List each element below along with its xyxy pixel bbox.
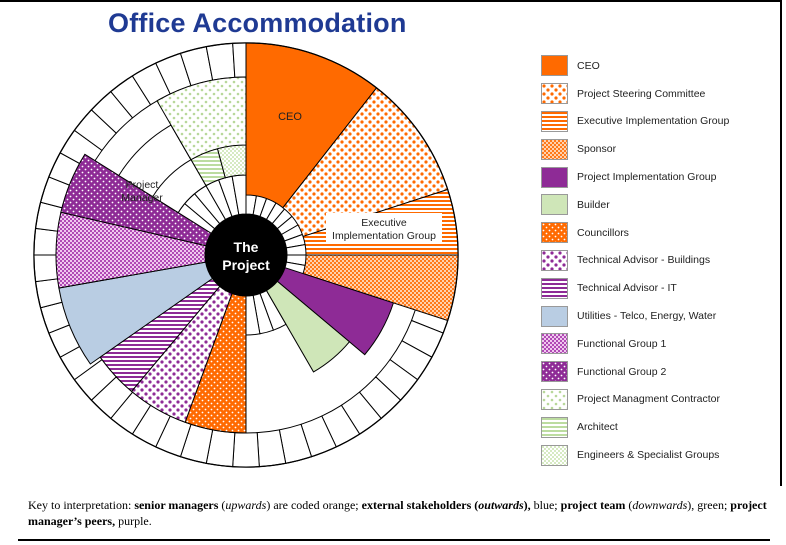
project-management-contractor-office	[156, 76, 247, 161]
legend-item: Functional Group 1	[541, 330, 751, 358]
legend-swatch	[541, 361, 568, 383]
outer-office-cell	[232, 432, 260, 468]
project-manager-inner-office	[152, 159, 207, 214]
legend-label: Project Managment Contractor	[577, 393, 720, 406]
legend-swatch	[541, 83, 568, 105]
center-label-line-2: Project	[222, 257, 270, 273]
legend-label: Utilities - Telco, Energy, Water	[577, 310, 717, 323]
key-senior-managers: senior managers	[134, 498, 219, 512]
legend-label: Executive Implementation Group	[577, 115, 730, 128]
legend-label: Engineers & Specialist Groups	[577, 449, 720, 462]
legend-swatch	[541, 416, 568, 438]
legend-item: Functional Group 2	[541, 358, 751, 386]
center-label-line-1: The	[234, 239, 259, 255]
legend-item: Executive Implementation Group	[541, 108, 751, 136]
legend-item: Engineers & Specialist Groups	[541, 441, 751, 469]
legend-label: Builder	[577, 198, 610, 211]
legend-label: Functional Group 1	[577, 337, 667, 350]
key-coded-orange: are coded orange;	[270, 498, 362, 512]
page-title: Office Accommodation	[108, 8, 407, 38]
legend-item: Builder	[541, 191, 751, 219]
legend-item: Architect	[541, 413, 751, 441]
legend-swatch	[541, 222, 568, 244]
legend-swatch	[541, 388, 568, 410]
legend-label: Project Implementation Group	[577, 171, 717, 184]
center-circle: The Project	[205, 214, 287, 296]
executive-segment-label: Executive Implementation Group	[326, 213, 442, 243]
accommodation-wheel	[33, 42, 459, 468]
legend-item: Project Steering Committee	[541, 80, 751, 108]
legend-label: Architect	[577, 421, 618, 434]
legend-swatch	[541, 110, 568, 132]
ceo-segment-label: CEO	[278, 111, 302, 123]
key-blue: blue;	[530, 498, 561, 512]
interpretation-key: Key to interpretation: senior managers (…	[28, 498, 767, 528]
project-manager-label-line-1: Project	[126, 179, 159, 191]
key-downwards: downwards	[632, 498, 688, 512]
key-green: green;	[694, 498, 731, 512]
legend-label: Project Steering Committee	[577, 87, 706, 100]
legend-label: Councillors	[577, 226, 629, 239]
legend-item: Project Implementation Group	[541, 163, 751, 191]
legend-label: Functional Group 2	[577, 365, 667, 378]
key-upwards: upwards	[225, 498, 267, 512]
legend-item: Technical Advisor - IT	[541, 274, 751, 302]
office-accommodation-diagram: The Project CEO Executive Implementation…	[33, 42, 459, 468]
legend-swatch	[541, 138, 568, 160]
legend-label: CEO	[577, 59, 600, 72]
legend-swatch	[541, 277, 568, 299]
executive-label-line-2: Implementation Group	[332, 230, 436, 242]
key-peers: project manager’s peers,	[28, 498, 767, 528]
legend-item: Project Managment Contractor	[541, 386, 751, 414]
legend-label: Sponsor	[577, 143, 617, 156]
legend-item: Technical Advisor - Buildings	[541, 247, 751, 275]
legend-swatch	[541, 444, 568, 466]
executive-label-line-1: Executive	[361, 217, 407, 229]
legend-swatch	[541, 249, 568, 271]
legend-label: Technical Advisor - IT	[577, 282, 677, 295]
legend-swatch	[541, 305, 568, 327]
legend-label: Technical Advisor - Buildings	[577, 254, 711, 267]
legend-swatch	[541, 166, 568, 188]
key-external-stakeholders: external stakeholders (outwards),	[361, 498, 531, 512]
project-manager-label-line-2: Manager	[121, 192, 163, 204]
legend-item: CEO	[541, 52, 751, 80]
key-purple: purple.	[115, 514, 152, 528]
legend-item: Sponsor	[541, 135, 751, 163]
legend-item: Councillors	[541, 219, 751, 247]
legend-swatch	[541, 55, 568, 77]
key-project-team: project team	[560, 498, 626, 512]
figure-frame	[0, 0, 782, 486]
legend: CEO Project Steering Committee Executive I…	[541, 52, 751, 469]
outer-boundary	[33, 42, 459, 468]
legend-item: Utilities - Telco, Energy, Water	[541, 302, 751, 330]
legend-swatch	[541, 333, 568, 355]
key-prefix: Key to interpretation:	[28, 498, 135, 512]
legend-swatch	[541, 194, 568, 216]
bottom-divider	[18, 539, 770, 541]
